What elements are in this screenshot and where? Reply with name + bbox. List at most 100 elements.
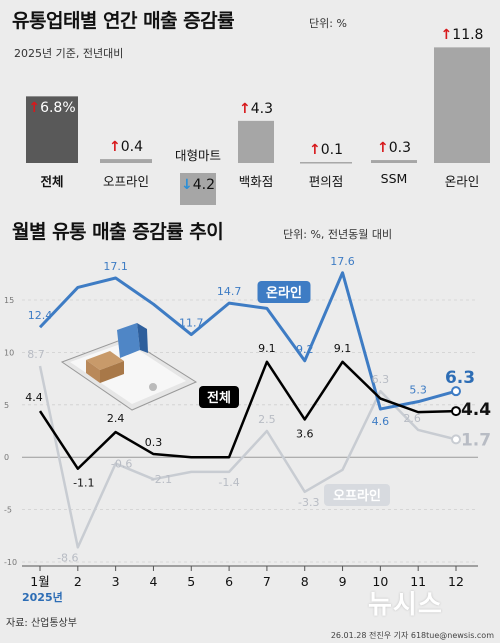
data-label: 6.3	[445, 368, 475, 388]
data-label: 17.1	[103, 260, 128, 273]
series-tag-label: 온라인	[266, 285, 302, 301]
data-label: 0.3	[145, 436, 163, 449]
x-tick-label: 7	[263, 574, 271, 589]
top-chart-title: 유통업태별 연간 매출 증감률	[12, 10, 235, 32]
data-label: -3.3	[298, 496, 319, 509]
bar-value-number: 6.8%	[40, 100, 76, 117]
bar-value-label: ↑0.4	[86, 139, 166, 155]
blue-down-arrow-icon: ↓	[181, 177, 193, 193]
bar-value-label: ↑4.3	[216, 101, 296, 117]
bar-value-label: ↑0.1	[286, 142, 366, 158]
series-line-온라인	[38, 271, 457, 411]
x-tick-label: 9	[339, 574, 347, 589]
bar-value-number: 11.8	[452, 27, 484, 44]
data-label: -0.6	[111, 457, 132, 470]
bar-value-number: 4.2	[192, 177, 215, 193]
monthly-line-chart: 15 10 5 0 -5 -10 1월 2 3 4 5 6 7 8 9 10 11 12 2025년 8.7 -8.6 -…	[4, 255, 491, 604]
data-label: 5.3	[409, 384, 427, 397]
series-tag-label: 전체	[207, 390, 231, 406]
series-end-marker	[451, 386, 461, 397]
source-note: 자료: 산업통상부	[6, 618, 77, 629]
bar-전체	[26, 96, 78, 163]
red-up-arrow-icon: ↑	[28, 100, 41, 117]
x-tick-label: 4	[149, 574, 157, 589]
series-line-오프라인	[38, 365, 457, 549]
year-label: 2025년	[22, 590, 63, 604]
bar-오프라인	[100, 159, 152, 163]
data-label: 6.3	[372, 373, 390, 386]
bar-편의점	[300, 162, 352, 164]
data-label: 4.6	[372, 415, 390, 428]
smartphone-shopping-illustration	[60, 323, 198, 411]
newsis-logo: 뉴시스	[368, 590, 443, 620]
bar-온라인	[434, 47, 490, 163]
x-tick-label: 12	[448, 574, 464, 589]
x-tick-label: 2	[74, 574, 82, 589]
bar-category-label: SSM	[380, 171, 408, 186]
series-tag-label: 오프라인	[333, 488, 381, 504]
x-tick-label: 11	[410, 574, 426, 589]
red-up-arrow-icon: ↑	[109, 139, 121, 156]
red-up-arrow-icon: ↑	[440, 27, 453, 44]
data-label: -2.1	[151, 473, 172, 486]
data-label: -8.6	[57, 551, 78, 564]
bar-value-label: ↓4.2	[158, 177, 238, 193]
annual-bar-chart	[26, 47, 490, 205]
bar-category-label: 편의점	[308, 174, 344, 189]
y-tick-label: -5	[4, 506, 12, 515]
bar-category-label: 백화점	[238, 174, 274, 189]
data-label: 4.4	[461, 400, 491, 420]
bar-value-number: 0.4	[120, 139, 143, 156]
bar-백화점	[238, 120, 274, 163]
y-tick-label: 0	[4, 453, 9, 462]
data-label: 2.5	[258, 413, 276, 426]
series-end-marker	[451, 434, 461, 445]
bar-value-number: 0.3	[388, 140, 411, 157]
red-up-arrow-icon: ↑	[377, 140, 389, 157]
data-label: 4.4	[25, 391, 43, 404]
bar-대형마트	[180, 173, 216, 205]
top-chart-subtitle: 2025년 기준, 전년대비	[14, 47, 124, 60]
bar-category-label: 전체	[40, 174, 64, 189]
bottom-chart-unit: 단위: %, 전년동월 대비	[283, 228, 393, 241]
bar-SSM	[371, 160, 417, 163]
data-label: 9.1	[334, 342, 352, 355]
series-tag-box	[257, 281, 311, 303]
data-label: 1.7	[461, 430, 491, 450]
data-label: 17.6	[330, 255, 355, 268]
series-tag-box	[324, 484, 390, 506]
series-line-전체	[38, 360, 457, 470]
bar-value-label: ↑6.8%	[12, 100, 92, 116]
x-tick-label: 10	[372, 574, 388, 589]
red-up-arrow-icon: ↑	[239, 100, 251, 117]
credit-line: 26.01.28 전진우 기자 618tue@newsis.com	[330, 631, 494, 640]
bar-value-number: 0.1	[320, 142, 343, 159]
series-end-marker	[451, 406, 461, 417]
red-up-arrow-icon: ↑	[309, 142, 321, 159]
bar-value-number: 4.3	[250, 100, 273, 117]
data-label: 11.7	[179, 317, 204, 330]
y-tick-label: 5	[4, 401, 9, 410]
bar-category-label: 오프라인	[102, 174, 149, 189]
x-tick-label: 3	[112, 574, 120, 589]
x-tick-label: 6	[225, 574, 233, 589]
bar-value-label: ↑11.8	[422, 27, 500, 43]
x-tick-label: 8	[301, 574, 309, 589]
x-tick-label: 5	[187, 574, 195, 589]
data-label: -1.1	[73, 477, 94, 490]
x-tick-label: 1월	[30, 574, 49, 589]
bar-value-label: ↑0.3	[354, 140, 434, 156]
y-tick-label: 15	[4, 296, 14, 305]
bottom-chart-title: 월별 유통 매출 증감률 추이	[12, 221, 224, 243]
data-label: 2.4	[107, 412, 125, 425]
data-label: 8.7	[27, 348, 45, 361]
bar-category-label: 대형마트	[174, 148, 221, 163]
data-label: 2.6	[403, 412, 421, 425]
data-label: 9.2	[296, 343, 314, 356]
y-tick-label: 10	[4, 348, 14, 357]
data-label: 3.6	[296, 427, 314, 440]
series-tag-box	[199, 386, 239, 408]
top-chart-unit: 단위: %	[309, 17, 347, 30]
bar-category-label: 온라인	[444, 174, 480, 189]
